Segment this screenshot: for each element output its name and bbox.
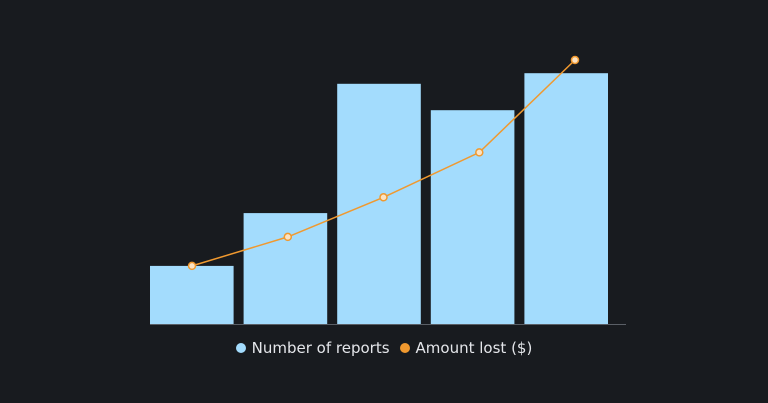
line-point-3 xyxy=(379,193,388,202)
line-series-layer xyxy=(187,55,580,271)
line-point-5 xyxy=(570,55,580,65)
bar-5 xyxy=(524,73,608,324)
line-point-2 xyxy=(283,232,293,242)
bar-3 xyxy=(337,83,421,324)
bars-layer xyxy=(150,73,608,324)
bar-4 xyxy=(430,110,515,324)
legend-swatch-reports xyxy=(235,343,246,353)
line-point-1 xyxy=(187,261,197,271)
bar-2 xyxy=(243,213,328,324)
legend-swatch-amount xyxy=(399,343,410,353)
legend-item-reports: Number of reports xyxy=(235,339,390,357)
legend-label-reports: Number of reports xyxy=(251,339,390,357)
legend-item-amount: Amount lost ($) xyxy=(399,339,533,357)
bar-1 xyxy=(150,265,234,324)
legend-label-amount: Amount lost ($) xyxy=(415,339,533,357)
legend: Number of reports Amount lost ($) xyxy=(0,339,768,357)
line-point-4 xyxy=(475,148,484,157)
